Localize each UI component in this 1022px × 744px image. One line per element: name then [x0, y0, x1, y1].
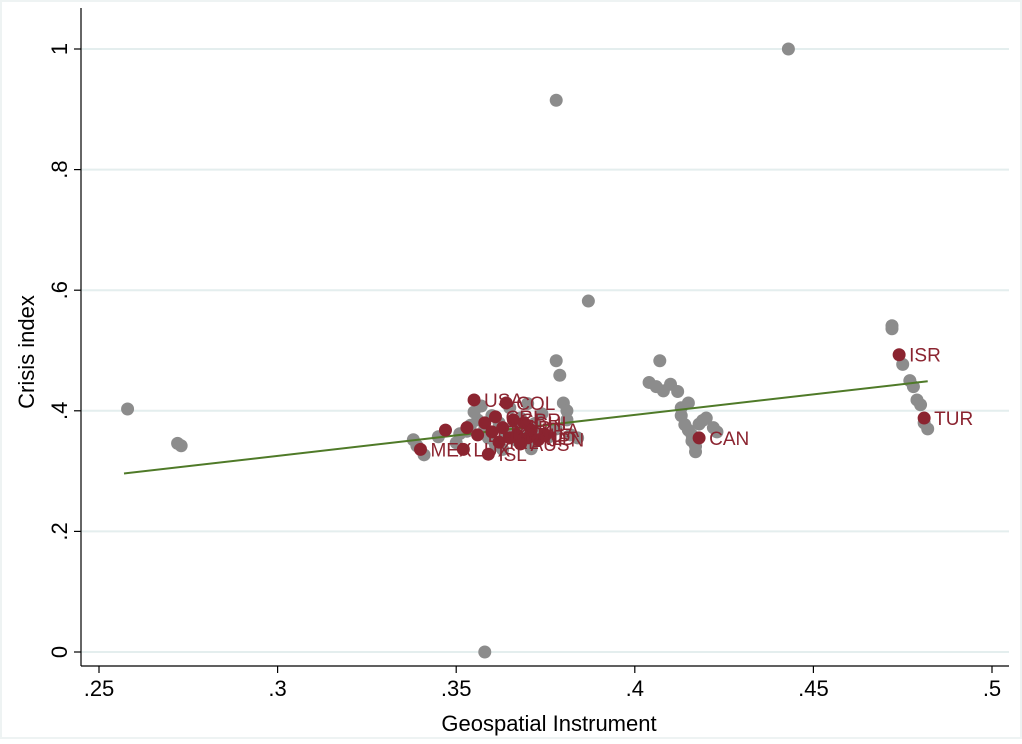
y-axis-title: Crisis index	[14, 295, 39, 409]
highlighted-point	[539, 428, 552, 442]
point-layer-highlighted	[413, 348, 931, 461]
y-tick-label: .8	[47, 160, 72, 178]
point-label: AUS	[530, 435, 569, 456]
y-tick-label: .4	[47, 402, 72, 420]
data-point	[549, 354, 563, 368]
highlighted-point	[413, 442, 427, 456]
highlighted-point	[488, 410, 502, 424]
highlighted-point	[438, 423, 452, 437]
point-label: GBR	[520, 411, 561, 432]
highlighted-point	[892, 348, 906, 362]
data-point	[524, 442, 538, 456]
x-tick-label: .35	[441, 676, 472, 701]
highlighted-point	[496, 421, 510, 435]
tick-layer: .25 .3 .35 .4 .45 .5 0 .2 .4 .6 .8 1	[47, 43, 1001, 701]
x-tick-label: .4	[626, 676, 644, 701]
data-point	[689, 445, 703, 459]
highlighted-point	[467, 393, 481, 407]
x-tick-label: .25	[84, 676, 115, 701]
highlighted-point	[492, 435, 506, 449]
data-point	[553, 368, 567, 382]
highlighted-point	[471, 428, 485, 442]
highlighted-point	[478, 416, 492, 430]
point-label: NLD	[538, 429, 576, 450]
data-point	[521, 397, 535, 411]
data-point	[710, 425, 724, 439]
point-label: ESP	[513, 419, 551, 440]
y-tick-label: 1	[47, 43, 72, 55]
grid-layer	[81, 48, 1009, 653]
point-label: ISR	[909, 346, 941, 367]
data-point	[921, 422, 935, 436]
y-tick-label: 0	[47, 646, 72, 658]
highlighted-point	[499, 396, 513, 410]
point-label: COL	[516, 394, 555, 415]
data-point	[653, 354, 667, 368]
data-point	[478, 645, 492, 659]
data-point	[681, 396, 695, 410]
highlighted-point	[917, 411, 931, 425]
data-point	[581, 294, 595, 308]
point-label: USA	[484, 391, 523, 412]
highlighted-point	[481, 447, 495, 461]
data-point	[549, 422, 563, 436]
data-point	[699, 411, 713, 425]
point-label: MEX	[430, 440, 472, 461]
data-point	[885, 322, 899, 336]
highlighted-point	[460, 421, 474, 435]
axis-layer	[80, 8, 1009, 667]
data-point	[571, 431, 585, 445]
point-label: DNK	[488, 426, 528, 447]
data-point	[174, 439, 188, 453]
point-label: ITA	[502, 423, 530, 444]
highlighted-point	[456, 442, 470, 456]
point-label: CRI	[505, 408, 538, 429]
point-label: CHL	[534, 414, 572, 435]
point-label: DEU	[523, 426, 563, 447]
data-point	[535, 407, 549, 421]
data-point	[914, 398, 928, 412]
x-tick-label: .3	[268, 676, 286, 701]
y-tick-label: .2	[47, 522, 72, 540]
data-point	[781, 42, 795, 56]
highlighted-point	[524, 423, 538, 437]
y-tick-label: .6	[47, 281, 72, 299]
point-label: IRL	[509, 433, 539, 454]
point-label: ISL	[498, 445, 527, 466]
point-label: JPN	[548, 431, 584, 452]
point-label: FRA	[541, 421, 579, 442]
x-axis-title: Geospatial Instrument	[441, 711, 656, 736]
point-label: CAN	[709, 429, 749, 450]
data-point	[549, 93, 563, 107]
point-label: TUR	[934, 409, 973, 430]
data-point	[671, 385, 685, 399]
x-tick-label: .45	[798, 676, 829, 701]
x-tick-label: .5	[983, 676, 1001, 701]
highlighted-point	[485, 425, 499, 439]
highlighted-point	[692, 431, 706, 445]
highlighted-point	[506, 413, 520, 427]
data-point	[560, 404, 574, 418]
data-point	[121, 402, 135, 416]
point-label: LUX	[473, 440, 510, 461]
